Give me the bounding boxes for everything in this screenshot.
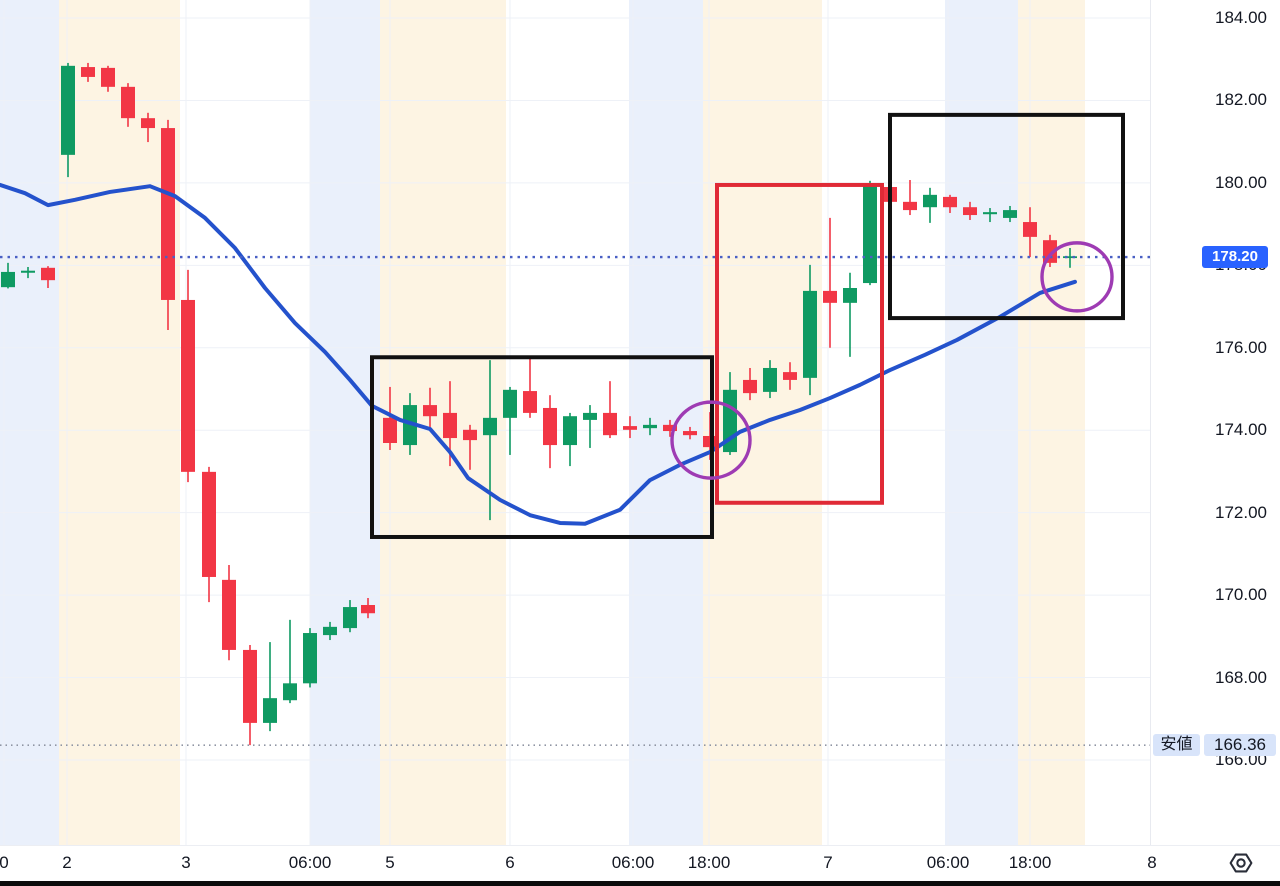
candle-body-up (643, 424, 657, 429)
candle-body-down (523, 391, 537, 413)
drawing-rectangle[interactable] (370, 355, 714, 539)
time-tick-label: 5 (385, 853, 395, 872)
session-band-blue (0, 0, 59, 845)
candle-body-up (563, 416, 577, 446)
candle-body-down (463, 429, 477, 441)
candle-body-up (283, 683, 297, 701)
settings-button[interactable] (1227, 849, 1255, 877)
candle-body-down (823, 290, 837, 303)
time-tick-label: 2 (62, 853, 72, 872)
candle-body-down (603, 412, 617, 436)
candle-body-down (943, 196, 957, 208)
candle-body-up (923, 194, 937, 208)
ma-line (0, 182, 1077, 526)
candle-body-up (61, 65, 75, 155)
candle-body-up (343, 607, 357, 629)
candle-body-up (323, 626, 337, 636)
candle-body-down (141, 118, 155, 129)
time-tick-label: 18:00 (687, 853, 731, 872)
candle-body-down (222, 579, 236, 650)
time-tick-label: 06:00 (288, 853, 332, 872)
candle-body-down (121, 86, 135, 119)
price-tick-label: 182.00 (1215, 90, 1267, 110)
candle-body-down (903, 201, 917, 211)
candle-body-down (243, 649, 257, 723)
time-axis[interactable]: 0 2 3 06:00 5 6 06:00 18:00 7 06:00 18:00 8 (0, 845, 1280, 881)
candle-body-down (181, 299, 195, 472)
time-tick-label: 0 (0, 853, 9, 872)
time-tick-label: 06:00 (611, 853, 655, 872)
candle-body-down (783, 372, 797, 380)
time-tick-label: 18:00 (1008, 853, 1052, 872)
price-tick-label: 184.00 (1215, 8, 1267, 27)
candle-body-up (403, 405, 417, 446)
candle-body-up (1, 271, 15, 288)
candle-body-up (843, 288, 857, 303)
candle-body-down (161, 128, 175, 300)
candle-body-down (101, 67, 115, 87)
candle-body-down (383, 417, 397, 443)
candle-body-up (1003, 210, 1017, 218)
price-tick-label: 180.00 (1215, 172, 1267, 192)
drawing-rectangle[interactable] (715, 182, 884, 505)
candle-body-up (763, 367, 777, 392)
candle-body-up (1063, 256, 1077, 259)
session-band-blue (310, 0, 380, 845)
candle-body-down (663, 424, 677, 432)
gear-hexagon-icon (1229, 853, 1253, 873)
session-band-cream (1018, 0, 1085, 845)
candle-body-down (202, 471, 216, 577)
time-tick-label: 3 (181, 853, 191, 872)
candle-body-up (583, 412, 597, 420)
time-tick-label: 8 (1147, 853, 1157, 872)
session-band-blue (629, 0, 703, 845)
price-tick-label: 174.00 (1215, 420, 1267, 440)
candle-body-down (543, 407, 557, 446)
price-tick-label: 170.00 (1215, 585, 1267, 605)
candle-body-up (503, 389, 517, 418)
candle-body-down (683, 431, 697, 436)
candle-body-up (263, 698, 277, 723)
candle-body-down (743, 379, 757, 394)
price-tick-label: 176.00 (1215, 337, 1267, 357)
candle-body-down (423, 405, 437, 417)
price-tick-label: 168.00 (1215, 667, 1267, 687)
candle-body-up (483, 417, 497, 436)
candle-body-up (21, 270, 35, 273)
session-band-blue (945, 0, 1018, 845)
candle-body-down (963, 207, 977, 216)
candle-body-down (41, 267, 55, 281)
bottom-edge-bar (0, 881, 1280, 886)
candle-body-down (361, 605, 375, 614)
price-tick-label: 172.00 (1215, 502, 1267, 522)
candle-body-up (803, 290, 817, 378)
current-price-label: 178.20 (1202, 246, 1268, 269)
candle-body-up (983, 212, 997, 215)
time-tick-label: 6 (505, 853, 515, 872)
drawing-ellipse[interactable] (670, 400, 752, 480)
candle-body-down (443, 412, 457, 439)
time-tick-label: 7 (823, 853, 833, 872)
low-price-tag: 安値 (1153, 734, 1200, 757)
candle-body-down (1023, 222, 1037, 237)
candle-body-up (303, 633, 317, 684)
low-price-label: 166.36 (1204, 734, 1276, 757)
drawing-ellipse[interactable] (1040, 241, 1114, 313)
time-tick-label: 06:00 (926, 853, 970, 872)
drawing-rectangle[interactable] (888, 112, 1125, 321)
chart-pane[interactable] (0, 0, 1150, 845)
candle-body-down (81, 67, 95, 77)
candle-body-down (623, 426, 637, 430)
price-axis[interactable]: 166.00168.00170.00172.00174.00176.00178.… (1150, 0, 1280, 845)
session-band-cream (59, 0, 180, 845)
chart-canvas (0, 0, 1150, 845)
candle-body-up (863, 184, 877, 284)
